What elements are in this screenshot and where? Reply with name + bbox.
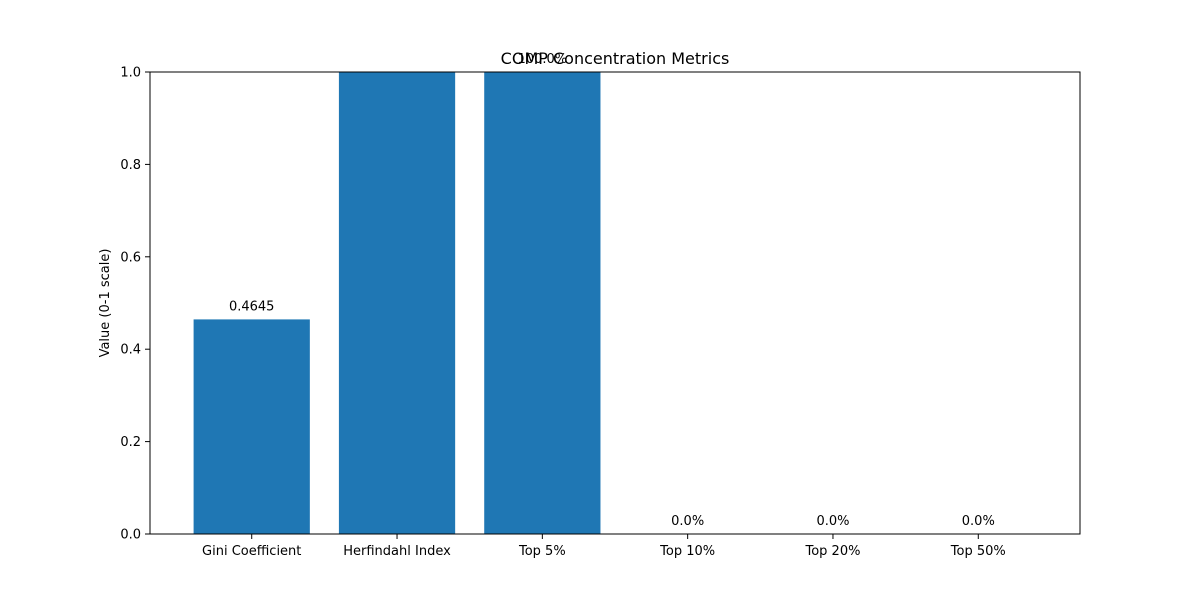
x-axis: Gini Coefficient Herfindahl Index Top 5% To…: [202, 534, 1006, 559]
y-tick-label-2: 0.4: [120, 343, 141, 358]
y-tick-label-4: 0.8: [120, 158, 141, 173]
bar-value-label-2: 100.0%: [518, 52, 568, 67]
bar-0: [193, 319, 310, 534]
y-axis-label: Value (0-1 scale): [98, 249, 113, 358]
chart-title: COMP Concentration Metrics: [501, 49, 730, 68]
y-tick-label-1: 0.2: [120, 435, 141, 450]
x-tick-label-0: Gini Coefficient: [202, 544, 301, 559]
y-axis: 0.0 0.2 0.4 0.6 0.8 1.0: [120, 66, 150, 543]
x-tick-label-1: Herfindahl Index: [343, 544, 451, 559]
bar-value-label-5: 0.0%: [962, 514, 995, 529]
x-tick-label-5: Top 50%: [950, 544, 1006, 559]
value-labels-group: 0.4645 100.0% 0.0% 0.0% 0.0%: [229, 52, 995, 529]
bar-value-label-4: 0.0%: [816, 514, 849, 529]
y-tick-label-5: 1.0: [120, 66, 141, 81]
x-tick-label-2: Top 5%: [518, 544, 566, 559]
bars-group: [193, 72, 601, 534]
x-tick-label-3: Top 10%: [659, 544, 715, 559]
bar-2: [484, 72, 601, 534]
x-tick-label-4: Top 20%: [804, 544, 860, 559]
y-tick-label-3: 0.6: [120, 250, 141, 265]
plot-frame: [149, 71, 1081, 535]
bar-1: [338, 72, 456, 534]
bar-value-label-0: 0.4645: [229, 299, 275, 314]
y-tick-label-0: 0.0: [120, 528, 141, 543]
bar-value-label-3: 0.0%: [671, 514, 704, 529]
